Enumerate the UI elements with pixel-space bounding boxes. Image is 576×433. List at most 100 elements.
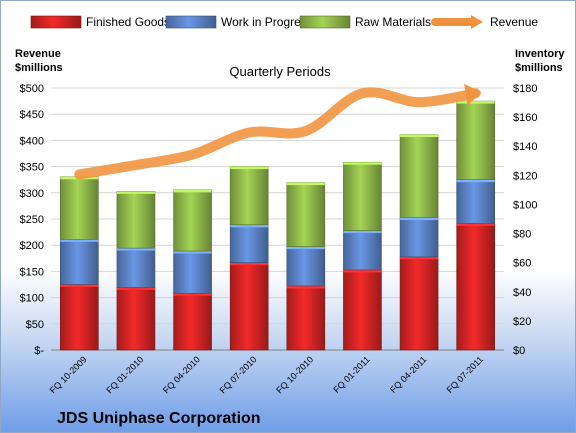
- right-axis-ticks: $0 $20 $40 $60 $80 $100 $120 $140 $160 $180: [513, 83, 537, 357]
- bar-top-edge: [286, 246, 325, 250]
- x-axis-ticks: FQ 10-2009 FQ 01-2010 FQ 04-2010 FQ 07-2010…: [48, 354, 485, 395]
- bar-top-edge: [400, 256, 439, 260]
- bar-top-edge: [343, 162, 382, 165]
- left-axis-ticks: $- $50 $100 $150 $200 $250 $300 $350 $400 $450 $50…: [20, 83, 45, 357]
- bar-top-edge: [343, 230, 382, 234]
- bar-top-edge: [400, 217, 439, 221]
- revenue-line: [74, 83, 482, 180]
- right-tick-label: $40: [513, 287, 531, 299]
- legend-label-finished-goods: Finished Goods: [86, 15, 170, 29]
- bar-top-edge: [286, 182, 325, 186]
- bar-raw-materials: [286, 182, 326, 247]
- right-axis-title-line1: Inventory: [515, 48, 565, 60]
- bar-finished-goods: [229, 262, 269, 351]
- right-tick-label: $80: [513, 229, 531, 241]
- bar-top-edge: [456, 223, 495, 226]
- revenue-arrow-head: [464, 83, 482, 106]
- right-tick-label: $140: [513, 141, 537, 153]
- bar-finished-goods: [60, 284, 99, 351]
- bar-finished-goods: [173, 292, 212, 351]
- bar-top-edge: [456, 101, 495, 104]
- bar-top-edge: [400, 134, 439, 138]
- bar-finished-goods: [399, 256, 439, 351]
- legend-arrow: [471, 15, 483, 29]
- x-tick-label: FQ 04-2011: [388, 354, 429, 395]
- bar-top-edge: [173, 293, 212, 296]
- bar-top-edge: [230, 166, 269, 170]
- left-axis-title-line2: $millions: [15, 62, 63, 74]
- bar-top-edge: [343, 269, 382, 273]
- left-tick-label: $350: [20, 162, 44, 174]
- bar-raw-materials: [456, 100, 495, 180]
- bar-finished-goods: [456, 223, 495, 351]
- legend-swatch-finished-goods: [30, 15, 82, 29]
- bar-work-in-progress: [173, 250, 212, 294]
- bar-top-edge: [173, 189, 212, 193]
- bar-work-in-progress: [60, 239, 99, 285]
- legend-label-work-in-progress: Work in Progress: [221, 15, 313, 29]
- bar-work-in-progress: [286, 246, 326, 287]
- bar-top-edge: [60, 239, 99, 242]
- bar-work-in-progress: [116, 247, 156, 288]
- plot-title: Quarterly Periods: [229, 64, 331, 79]
- bar-work-in-progress: [229, 224, 269, 263]
- left-tick-label: $50: [26, 319, 44, 331]
- left-tick-label: $300: [20, 188, 44, 200]
- left-axis-title-line1: Revenue: [15, 48, 61, 60]
- bar-raw-materials: [343, 161, 382, 231]
- legend-swatch-raw-materials: [299, 15, 351, 29]
- x-tick-label: FQ 01-2010: [104, 354, 145, 395]
- left-tick-label: $450: [20, 109, 44, 121]
- bar-finished-goods: [343, 269, 382, 351]
- bar-top-edge: [456, 179, 495, 183]
- left-tick-label: $100: [20, 293, 44, 305]
- x-tick-label: FQ 10-2009: [48, 354, 89, 395]
- bar-top-edge: [116, 191, 155, 194]
- legend-label-raw-materials: Raw Materials: [355, 15, 431, 29]
- right-tick-label: $100: [513, 199, 537, 211]
- right-tick-label: $120: [513, 170, 537, 182]
- legend-label-revenue: Revenue: [490, 15, 538, 29]
- x-tick-label: FQ 04-2010: [161, 354, 202, 395]
- bar-raw-materials: [399, 134, 439, 218]
- bar-raw-materials: [116, 191, 156, 249]
- bar-top-edge: [230, 224, 269, 228]
- legend-swatch-work-in-progress: [165, 15, 217, 29]
- bar-top-edge: [116, 248, 155, 251]
- legend: Finished Goods Work in Progress Raw Materi…: [30, 15, 538, 29]
- bar-work-in-progress: [343, 230, 382, 271]
- company-name: JDS Uniphase Corporation: [57, 410, 261, 427]
- right-tick-label: $20: [513, 316, 531, 328]
- bar-top-edge: [173, 251, 212, 254]
- right-axis-title-line2: $millions: [515, 62, 563, 74]
- left-tick-label: $-: [34, 345, 44, 357]
- right-tick-label: $180: [513, 83, 537, 95]
- bar-top-edge: [230, 262, 269, 266]
- bar-work-in-progress: [456, 179, 495, 224]
- bar-raw-materials: [60, 176, 99, 240]
- right-tick-label: $0: [513, 345, 525, 357]
- bar-finished-goods: [116, 287, 156, 351]
- x-tick-label: FQ 07-2010: [218, 354, 259, 395]
- right-tick-label: $160: [513, 112, 537, 124]
- left-tick-label: $200: [20, 240, 44, 252]
- x-tick-label: FQ 07-2011: [445, 354, 486, 395]
- bar-top-edge: [286, 285, 325, 289]
- bars: [60, 100, 495, 351]
- left-tick-label: $400: [20, 135, 44, 147]
- bar-top-edge: [116, 287, 155, 290]
- x-tick-label: FQ 01-2011: [331, 354, 372, 395]
- bar-raw-materials: [173, 189, 212, 252]
- left-tick-label: $250: [20, 214, 44, 226]
- bar-finished-goods: [286, 285, 326, 351]
- left-tick-label: $500: [20, 83, 44, 95]
- revenue-line-path: [74, 87, 481, 180]
- right-tick-label: $60: [513, 258, 531, 270]
- bar-work-in-progress: [399, 217, 439, 258]
- left-tick-label: $150: [20, 266, 44, 278]
- x-tick-label: FQ 10-2010: [274, 354, 315, 395]
- bar-raw-materials: [229, 166, 269, 226]
- bar-top-edge: [60, 284, 99, 287]
